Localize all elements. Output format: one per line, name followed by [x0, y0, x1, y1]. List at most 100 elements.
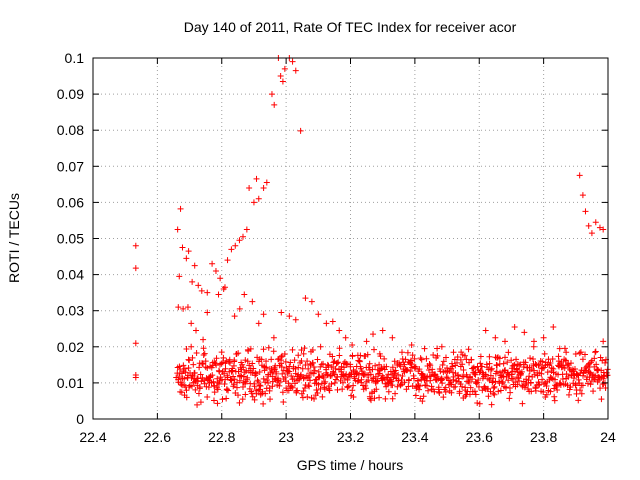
data-point: [286, 313, 293, 320]
data-point: [331, 380, 338, 387]
data-point: [496, 355, 503, 362]
data-point: [314, 356, 321, 363]
data-point: [425, 387, 432, 394]
data-point: [486, 353, 493, 360]
data-point: [544, 369, 551, 376]
data-point: [558, 359, 565, 366]
data-point: [502, 384, 509, 391]
data-point: [181, 365, 188, 372]
data-point: [592, 349, 599, 356]
data-point: [338, 363, 345, 370]
data-point: [174, 226, 181, 233]
data-point: [204, 289, 211, 296]
data-point: [431, 372, 438, 379]
data-point: [425, 366, 432, 373]
data-point: [321, 386, 328, 393]
data-point: [403, 367, 410, 374]
data-point: [344, 376, 351, 383]
data-point: [282, 374, 289, 381]
data-point: [223, 395, 230, 402]
data-point: [554, 386, 561, 393]
data-point: [175, 304, 182, 311]
data-point: [559, 376, 566, 383]
data-point: [389, 395, 396, 402]
data-point: [570, 375, 577, 382]
data-point: [210, 378, 217, 385]
data-point: [474, 400, 481, 407]
data-point: [195, 282, 202, 289]
data-point: [383, 363, 390, 370]
data-point: [178, 389, 185, 396]
data-point: [596, 224, 603, 231]
data-point: [572, 366, 579, 373]
data-point: [292, 316, 299, 323]
data-point: [271, 101, 278, 108]
data-point: [443, 374, 450, 381]
data-point: [385, 371, 392, 378]
data-point: [196, 383, 203, 390]
data-point: [423, 355, 430, 362]
data-point: [210, 397, 217, 404]
data-point: [590, 388, 597, 395]
data-point: [260, 311, 267, 318]
data-point: [183, 255, 190, 262]
data-point: [221, 284, 228, 291]
data-point: [278, 360, 285, 367]
data-point: [312, 376, 319, 383]
data-point: [306, 383, 313, 390]
data-point: [195, 390, 202, 397]
data-point: [395, 377, 402, 384]
data-point: [249, 393, 256, 400]
y-tick-label: 0.08: [57, 122, 84, 138]
data-point: [463, 356, 470, 363]
data-point: [565, 361, 572, 368]
data-point: [223, 357, 230, 364]
chart-title: Day 140 of 2011, Rate Of TEC Index for r…: [184, 19, 517, 35]
data-point: [325, 362, 332, 369]
x-axis-label: GPS time / hours: [297, 457, 404, 473]
x-tick-label: 23.8: [530, 429, 557, 445]
data-point: [183, 387, 190, 394]
data-point: [240, 364, 247, 371]
data-point: [388, 378, 395, 385]
data-point: [389, 382, 396, 389]
data-point: [373, 386, 380, 393]
data-point: [582, 208, 589, 215]
data-point: [191, 369, 198, 376]
data-point: [260, 184, 267, 191]
data-point: [222, 365, 229, 372]
data-point: [239, 396, 246, 403]
data-point: [301, 385, 308, 392]
data-point: [298, 390, 305, 397]
data-point: [252, 372, 259, 379]
data-point: [292, 67, 299, 74]
data-point: [438, 377, 445, 384]
data-point: [409, 352, 416, 359]
data-point: [444, 365, 451, 372]
data-point: [221, 381, 228, 388]
data-point: [217, 374, 224, 381]
data-point: [440, 394, 447, 401]
data-point: [563, 349, 570, 356]
data-point: [439, 361, 446, 368]
data-point: [357, 352, 364, 359]
data-point: [185, 364, 192, 371]
data-point: [506, 395, 513, 402]
data-point: [449, 363, 456, 370]
data-point: [394, 383, 401, 390]
data-point: [239, 233, 246, 240]
data-point: [219, 359, 226, 366]
data-point: [454, 359, 461, 366]
data-point: [200, 336, 207, 343]
data-point: [253, 370, 260, 377]
data-point: [241, 369, 248, 376]
data-point: [591, 355, 598, 362]
data-point: [581, 351, 588, 358]
data-point: [244, 358, 251, 365]
data-point: [492, 334, 499, 341]
data-point: [213, 355, 220, 362]
data-point: [250, 199, 257, 206]
data-point: [430, 352, 437, 359]
y-tick-labels: 0 0.01 0.02 0.03 0.04 0.05 0.06 0.07 0.08 0.09 0.1: [57, 50, 84, 427]
x-tick-label: 22.8: [208, 429, 235, 445]
